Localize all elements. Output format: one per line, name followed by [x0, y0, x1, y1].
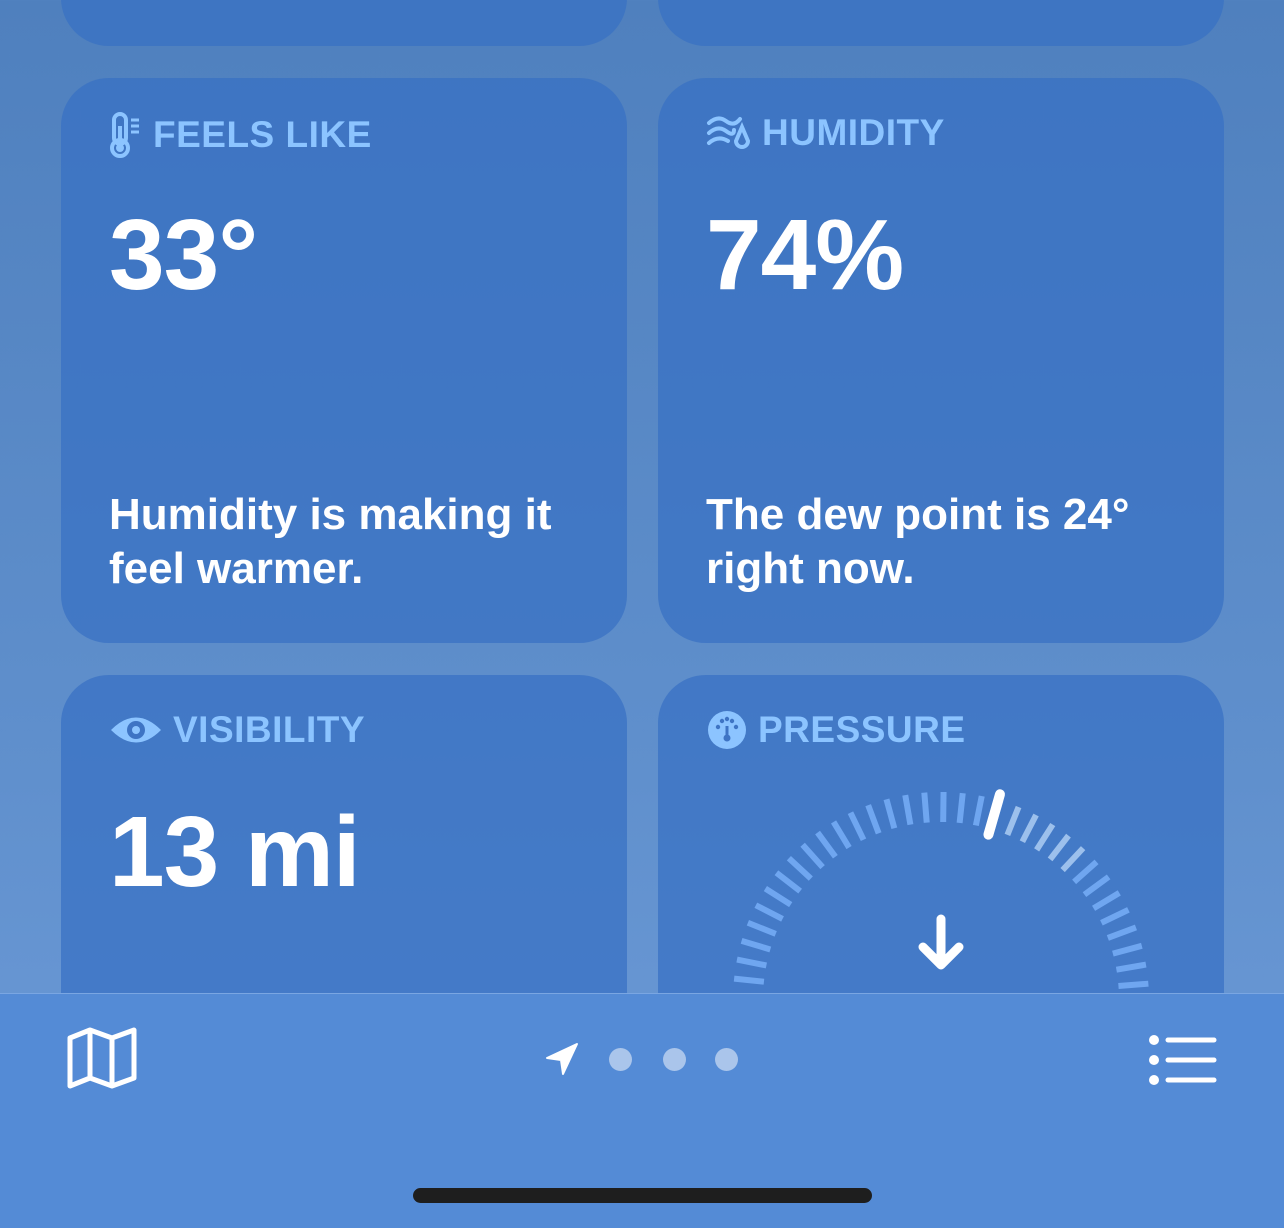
gauge-tick: [1108, 927, 1136, 937]
map-icon[interactable]: [66, 1026, 138, 1090]
humidity-label: HUMIDITY: [762, 112, 945, 154]
feels-like-description: Humidity is making it feel warmer.: [109, 488, 589, 596]
gauge-tick: [850, 813, 863, 840]
feels-like-card[interactable]: FEELS LIKE 33° Humidity is making it fee…: [61, 78, 627, 643]
gauge-tick: [748, 923, 776, 934]
gauge-tick: [905, 795, 910, 825]
falling-arrow-icon: [923, 919, 959, 965]
visibility-value: 13 mi: [109, 795, 360, 910]
eye-icon: [109, 713, 163, 747]
humidity-icon: [706, 113, 752, 153]
page-dot-2[interactable]: [663, 1048, 686, 1071]
gauge-tick: [737, 960, 766, 966]
gauge-tick: [834, 822, 849, 848]
gauge-tick: [765, 889, 790, 905]
gauge-tick: [1118, 984, 1148, 986]
gauge-tick: [734, 979, 764, 982]
gauge-tick: [789, 858, 811, 878]
feels-like-value: 33°: [109, 198, 257, 313]
gauge-tick: [1050, 836, 1068, 860]
list-icon[interactable]: [1146, 1034, 1218, 1086]
gauge-tick: [976, 796, 982, 825]
gauge-tick: [1101, 910, 1128, 923]
gauge-tick: [1116, 965, 1146, 970]
card-top-right[interactable]: [658, 0, 1224, 46]
page-dot-3[interactable]: [715, 1048, 738, 1071]
gauge-tick: [924, 793, 926, 823]
humidity-value: 74%: [706, 198, 903, 313]
gauge-tick: [1037, 825, 1053, 850]
gauge-tick: [960, 793, 963, 823]
location-arrow-icon[interactable]: [545, 1042, 579, 1076]
gauge-tick: [1063, 848, 1083, 870]
card-top-left[interactable]: [61, 0, 627, 46]
gauge-tick: [1094, 893, 1120, 908]
feels-like-label: FEELS LIKE: [153, 114, 372, 156]
humidity-description: The dew point is 24° right now.: [706, 488, 1186, 596]
gauge-tick: [1084, 877, 1108, 895]
gauge-tick: [742, 941, 771, 950]
gauge-tick: [803, 845, 823, 867]
gauge-tick: [868, 805, 879, 833]
page-dot-1[interactable]: [609, 1048, 632, 1071]
gauge-tick: [818, 833, 836, 857]
visibility-label: VISIBILITY: [173, 709, 365, 751]
thermometer-icon: [109, 112, 143, 158]
gauge-tick: [886, 799, 894, 828]
humidity-card[interactable]: HUMIDITY 74% The dew point is 24° right …: [658, 78, 1224, 643]
gauge-indicator: [988, 794, 1000, 834]
gauge-tick: [1022, 815, 1036, 842]
gauge-tick: [1113, 946, 1142, 954]
gauge-tick: [756, 905, 783, 919]
home-indicator: [413, 1188, 872, 1203]
gauge-tick: [776, 873, 800, 891]
gauge-tick: [1007, 807, 1018, 835]
gauge-tick: [1074, 862, 1096, 882]
